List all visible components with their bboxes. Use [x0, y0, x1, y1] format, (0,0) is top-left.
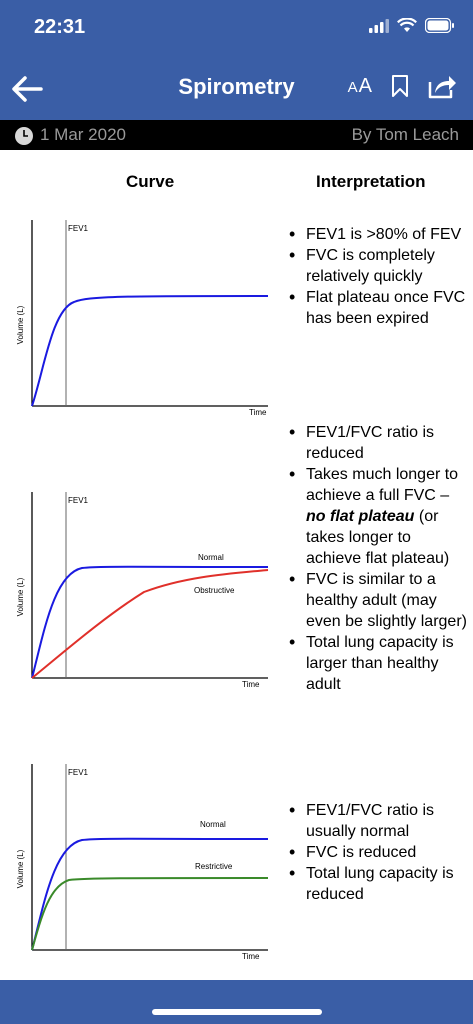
interpretation-bullet: FEV1 is >80% of FEV — [287, 224, 467, 245]
page-title: Spirometry — [178, 74, 295, 99]
fev1-label: FEV1 — [68, 224, 89, 233]
wifi-icon — [397, 18, 417, 32]
status-time: 22:31 — [34, 16, 86, 38]
interpretation-bullet: Takes much longer to achieve a full FVC … — [287, 464, 467, 569]
y-axis-label: Volume (L) — [16, 849, 25, 888]
share-icon[interactable] — [427, 73, 457, 99]
signal-icon — [369, 18, 389, 33]
normal-series-label: Normal — [200, 820, 226, 829]
bottom-toolbar — [0, 980, 473, 1024]
header-actions: AA — [348, 73, 457, 99]
interpretation-bullet: Total lung capacity is reduced — [287, 863, 467, 905]
article-author: By Tom Leach — [351, 125, 459, 144]
interpretation-bullet: FEV1/FVC ratio is usually normal — [287, 800, 467, 842]
obstructive-interpretation: FEV1/FVC ratio is reduced Takes much lon… — [287, 422, 467, 695]
normal-curve — [31, 295, 269, 407]
text-size-small-label: A — [347, 78, 359, 96]
fev1-label: FEV1 — [68, 768, 89, 777]
normal-interpretation: FEV1 is >80% of FEV FVC is completely re… — [287, 224, 467, 329]
restrictive-spirometry-chart: FEV1 Time Volume (L) Normal Restrictive — [14, 764, 276, 969]
clock-icon — [15, 127, 33, 145]
chart-canvas: FEV1 Time Volume (L) Normal Obstructive — [16, 492, 269, 689]
normal-spirometry-chart: FEV1 Time Volume (L) — [14, 220, 276, 425]
y-axis-label: Volume (L) — [16, 577, 25, 616]
interpretation-column-heading: Interpretation — [316, 172, 426, 191]
chart-canvas: FEV1 Time Volume (L) Normal Restrictive — [16, 764, 269, 961]
x-axis-label: Time — [242, 680, 260, 689]
normal-curve — [31, 565, 269, 679]
article-date: 1 Mar 2020 — [40, 125, 126, 144]
app-bar: 22:31 Spirometry AA — [0, 0, 473, 120]
text-size-big-label: A — [358, 74, 373, 97]
restrictive-curve — [31, 877, 269, 951]
article-meta-bar: 1 Mar 2020 By Tom Leach — [0, 120, 473, 150]
normal-series-label: Normal — [198, 553, 224, 562]
battery-icon — [425, 18, 454, 33]
text-size-button[interactable]: AA — [348, 75, 373, 98]
back-arrow-icon — [12, 76, 43, 102]
obstructive-series-label: Obstructive — [194, 586, 235, 595]
interpretation-bullet: FEV1/FVC ratio is reduced — [287, 422, 467, 464]
interpretation-bullet: Total lung capacity is larger than healt… — [287, 632, 467, 695]
y-axis-label: Volume (L) — [16, 305, 25, 344]
fev1-label: FEV1 — [68, 496, 89, 505]
obstructive-curve — [31, 569, 269, 679]
bookmark-icon[interactable] — [391, 74, 409, 98]
x-axis-label: Time — [242, 952, 260, 961]
x-axis-label: Time — [249, 408, 267, 417]
interpretation-bullet: Flat plateau once FVC has been expired — [287, 287, 467, 329]
home-indicator[interactable] — [152, 1009, 322, 1015]
status-icons — [369, 18, 455, 33]
normal-curve — [31, 837, 269, 951]
back-button[interactable] — [10, 72, 44, 106]
restrictive-series-label: Restrictive — [195, 862, 233, 871]
interpretation-bullet: FVC is similar to a healthy adult (may e… — [287, 569, 467, 632]
interpretation-bullet: FVC is reduced — [287, 842, 467, 863]
chart-canvas: FEV1 Time Volume (L) — [16, 220, 269, 417]
curve-column-heading: Curve — [126, 172, 175, 191]
restrictive-interpretation: FEV1/FVC ratio is usually normal FVC is … — [287, 800, 467, 905]
interpretation-bullet: FVC is completely relatively quickly — [287, 245, 467, 287]
obstructive-spirometry-chart: FEV1 Time Volume (L) Normal Obstructive — [14, 492, 276, 697]
